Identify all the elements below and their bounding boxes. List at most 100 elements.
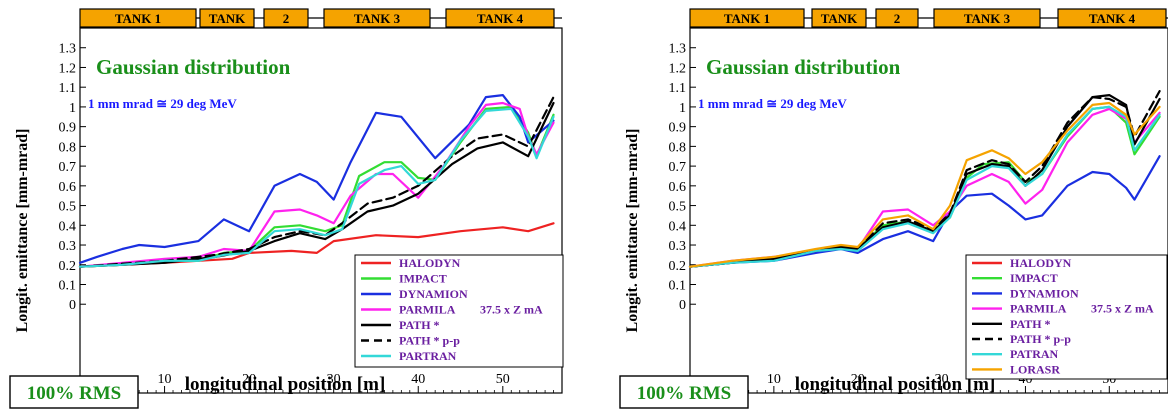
legend-entry: PATH * p-p [1010, 332, 1071, 346]
legend-entry: PATH * [399, 318, 440, 332]
rms-badge-box [619, 375, 749, 409]
tank-label: TANK 1 [115, 11, 161, 26]
y-tick-label: 0.3 [59, 239, 77, 254]
y-tick-label: 0.1 [669, 278, 687, 293]
y-tick-label: 1.3 [59, 42, 77, 57]
y-tick-label: 1.2 [59, 61, 77, 76]
y-tick-label: 0 [69, 298, 76, 313]
legend-entry: PATH * p-p [399, 334, 460, 348]
y-tick-label: 0.8 [669, 140, 687, 155]
y-tick-label: 0.5 [59, 200, 77, 215]
y-tick-label: 0.2 [59, 259, 77, 274]
y-tick-label: 1.1 [59, 81, 77, 96]
y-tick-label: 0.4 [669, 219, 687, 234]
tank-box [689, 8, 805, 28]
x-tick-label: 20 [851, 372, 865, 387]
rms-badge: 100% RMS [637, 383, 731, 404]
y-tick-label: 1 [69, 101, 76, 116]
series-line-dynamion [688, 155, 1161, 268]
legend-entry: LORASR [1010, 362, 1060, 376]
legend-entry: DYNAMION [1010, 286, 1079, 300]
chart-panel-2: TANK 1 TANK 2 TANK 3 TANK 4 1.3 1.2 1.1 1 0.9 0.8 0… [619, 8, 1168, 409]
y-tick-label: 0.9 [59, 121, 77, 136]
legend-entry: PARMILA [1010, 302, 1067, 316]
y-tick-label: 0.1 [59, 278, 77, 293]
legend-current-note: 37.5 x Z mA [1091, 302, 1154, 316]
legend-entry: IMPACT [1010, 271, 1058, 285]
legend-box [354, 254, 564, 368]
tank-label: 2 [894, 11, 901, 26]
tank-label: TANK 3 [354, 11, 401, 26]
legend-entry: PARTRAN [399, 349, 457, 363]
series-line-parmila [78, 101, 555, 268]
tank-box [199, 8, 255, 28]
chart-panel-1: TANK 1 TANK 2 TANK 3 TANK 4 1.3 1.2 1.1 1 0.9 0.8 0… [9, 8, 564, 409]
series-line-dynamion [78, 94, 555, 264]
y-tick-label: 0.7 [669, 160, 687, 175]
legend-box [965, 254, 1168, 380]
tank-box [1057, 8, 1167, 28]
tank-label: TANK [209, 11, 246, 26]
series-line-path-p-p [78, 96, 555, 268]
tank-label: 2 [283, 11, 290, 26]
chart-title: Gaussian distribution [96, 55, 291, 79]
series-line-patran [688, 105, 1161, 268]
x-tick-label: 50 [496, 372, 510, 387]
x-axis-label: longitudinal position [m] [185, 374, 386, 395]
x-tick-label: 30 [935, 372, 949, 387]
legend-entry: HALODYN [1010, 256, 1072, 270]
tank-box [875, 8, 919, 28]
series-line-lorasr [688, 101, 1161, 268]
legend-entry: DYNAMION [399, 287, 468, 301]
y-tick-label: 0.2 [669, 259, 687, 274]
x-axis-label: longitudinal position [m] [795, 374, 996, 395]
legend-entry: IMPACT [399, 272, 447, 286]
tank-box [79, 8, 197, 28]
y-tick-label: 0.5 [669, 200, 687, 215]
y-tick-label: 1.3 [669, 42, 687, 57]
legend-entry: PATRAN [1010, 347, 1059, 361]
y-tick-label: 0.6 [669, 180, 687, 195]
rms-badge-box [9, 375, 139, 409]
tank-box [811, 8, 867, 28]
y-tick-label: 0.7 [59, 160, 77, 175]
chart-note: 1 mm mrad ≅ 29 deg MeV [698, 96, 847, 111]
y-tick-label: 0.3 [669, 239, 687, 254]
y-axis-label: Longit. emittance [mm-mrad] [624, 129, 641, 333]
y-axis-label: Longit. emittance [mm-mrad] [14, 129, 31, 333]
legend-entry: HALODYN [399, 256, 461, 270]
x-tick-label: 40 [411, 372, 425, 387]
tank-label: TANK 4 [477, 11, 524, 26]
y-tick-label: 0.6 [59, 180, 77, 195]
y-tick-label: 1.2 [669, 61, 687, 76]
tank-label: TANK 1 [724, 11, 770, 26]
tank-box [263, 8, 309, 28]
x-tick-label: 10 [767, 372, 781, 387]
y-tick-label: 0 [679, 298, 686, 313]
series-line-halodyn [78, 222, 555, 268]
tank-box [445, 8, 555, 28]
tank-box [323, 8, 431, 28]
chart-note: 1 mm mrad ≅ 29 deg MeV [88, 96, 237, 111]
x-tick-label: 30 [327, 372, 341, 387]
legend-entry: PARMILA [399, 303, 456, 317]
series-line-partran [78, 107, 555, 268]
tank-label: TANK 3 [964, 11, 1011, 26]
y-tick-label: 1 [679, 101, 686, 116]
y-tick-label: 0.9 [669, 121, 687, 136]
tank-label: TANK [821, 11, 858, 26]
y-tick-label: 0.4 [59, 219, 77, 234]
tank-box [933, 8, 1041, 28]
y-tick-label: 0.8 [59, 140, 77, 155]
x-tick-label: 10 [158, 372, 172, 387]
y-tick-label: 1.1 [669, 81, 687, 96]
chart-title: Gaussian distribution [706, 55, 901, 79]
legend-current-note: 37.5 x Z mA [480, 303, 543, 317]
rms-badge: 100% RMS [27, 383, 121, 404]
tank-label: TANK 4 [1089, 11, 1136, 26]
x-tick-label: 20 [242, 372, 256, 387]
legend-entry: PATH * [1010, 317, 1051, 331]
